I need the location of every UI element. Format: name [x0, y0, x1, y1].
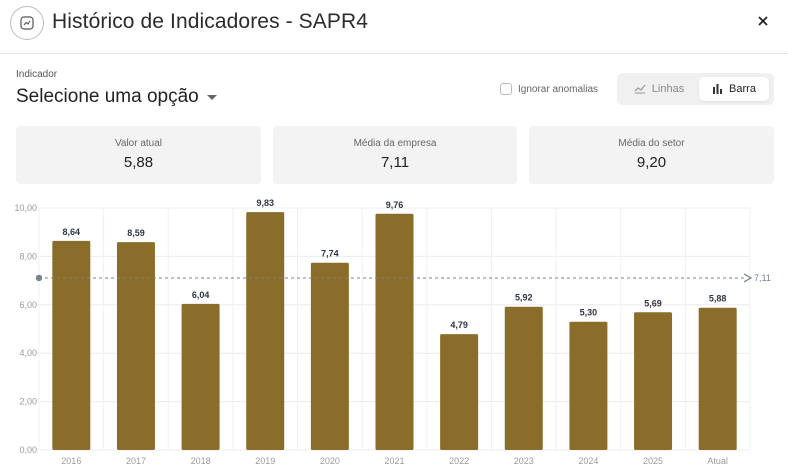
modal-header: Histórico de Indicadores - SAPR4	[0, 0, 788, 54]
x-tick-label: 2017	[126, 456, 146, 466]
chevron-down-icon[interactable]	[206, 94, 217, 100]
bar	[634, 312, 673, 450]
x-tick-label: 2022	[449, 456, 469, 466]
bar	[375, 213, 414, 450]
y-tick-label: 2,00	[19, 397, 37, 407]
data-label: 8,59	[127, 228, 145, 238]
close-button[interactable]	[752, 10, 774, 32]
bars-view-label[interactable]: Barra	[729, 83, 756, 95]
bars-view-button[interactable]: Barra	[699, 77, 769, 101]
data-label: 9,76	[386, 200, 404, 210]
x-tick-label: 2016	[61, 456, 81, 466]
x-tick-label: 2025	[643, 456, 663, 466]
indicator-label: Indicador	[16, 69, 58, 80]
data-label: 5,69	[644, 298, 662, 308]
reference-line-start	[35, 274, 43, 282]
ignore-anomalies-checkbox[interactable]: Ignorar anomalias	[500, 83, 598, 95]
bar-chart-icon	[713, 84, 723, 94]
x-tick-label: 2019	[255, 456, 275, 466]
page-title: Histórico de Indicadores - SAPR4	[52, 10, 369, 33]
bar-chart: 0,00 2,00 4,00 6,00 8,00 10,00 8,64 2016 8,59 201…	[14, 198, 771, 466]
lines-view-button[interactable]: Linhas	[621, 77, 697, 101]
bar	[569, 321, 608, 450]
data-label: 7,74	[321, 249, 339, 259]
sector-average-card: Média do setor 9,20	[529, 126, 774, 184]
card-label: Valor atual	[114, 138, 163, 149]
bar	[246, 212, 285, 450]
bar	[440, 334, 479, 450]
bar	[698, 307, 737, 450]
bar	[181, 303, 220, 450]
reference-line-label: 7,11	[754, 273, 771, 283]
x-tick-label: Atual	[707, 456, 728, 466]
indicator-select[interactable]: Selecione uma opção	[16, 86, 217, 108]
y-tick-label: 0,00	[19, 445, 37, 455]
data-label: 6,04	[192, 290, 210, 300]
card-value: 7,11	[380, 154, 410, 171]
view-toggle: Linhas Barra	[617, 73, 774, 105]
x-tick-label: 2021	[384, 456, 404, 466]
card-value: 5,88	[123, 154, 154, 171]
indicator-select-value[interactable]: Selecione uma opção	[16, 86, 199, 107]
card-value: 9,20	[636, 154, 667, 171]
line-chart-icon	[634, 84, 646, 94]
data-label: 5,88	[709, 294, 727, 304]
card-label: Média do setor	[618, 138, 685, 149]
data-label: 8,64	[63, 227, 81, 237]
checkbox-box[interactable]	[500, 83, 512, 95]
x-tick-label: 2020	[320, 456, 340, 466]
data-label: 9,83	[256, 198, 274, 208]
data-label: 5,92	[515, 293, 533, 303]
bar	[52, 240, 91, 450]
x-tick-label: 2024	[578, 456, 598, 466]
y-tick-label: 10,00	[14, 203, 37, 213]
data-label: 5,30	[580, 308, 598, 318]
ignore-anomalies-label[interactable]: Ignorar anomalias	[518, 83, 599, 95]
bar	[310, 262, 349, 450]
x-tick-label: 2018	[191, 456, 211, 466]
chart-icon	[10, 6, 44, 40]
y-tick-label: 4,00	[19, 348, 37, 358]
x-tick-label: 2023	[514, 456, 534, 466]
reference-line-arrow	[743, 273, 753, 283]
y-tick-label: 8,00	[19, 251, 37, 261]
lines-view-label[interactable]: Linhas	[651, 83, 685, 95]
bar	[116, 242, 155, 450]
bar	[504, 306, 543, 450]
company-average-card: Média da empresa 7,11	[273, 126, 517, 184]
close-icon[interactable]	[757, 15, 769, 27]
card-label: Média da empresa	[353, 138, 437, 149]
y-tick-label: 6,00	[19, 300, 37, 310]
data-label: 4,79	[450, 320, 468, 330]
current-value-card: Valor atual 5,88	[16, 126, 261, 184]
